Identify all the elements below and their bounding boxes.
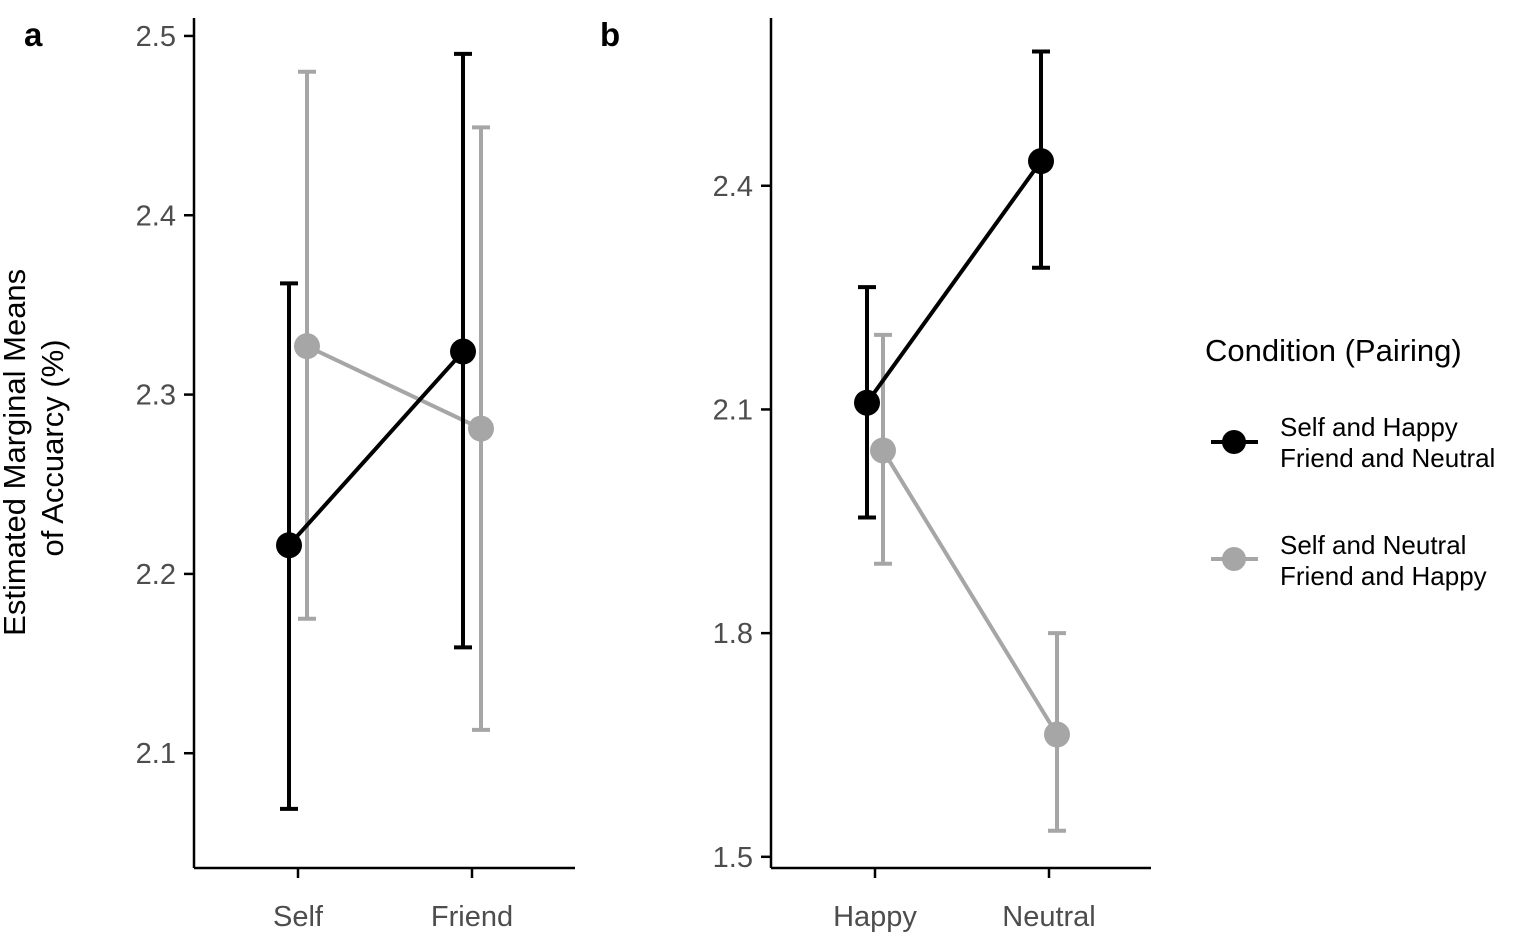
panel-b-line-series-2 <box>881 449 1059 736</box>
legend-label-1: Self and Happy Friend and Neutral <box>1280 412 1495 473</box>
panel-b-x-tick-label: Happy <box>833 901 917 933</box>
panel-b-point-series-1 <box>1028 148 1054 175</box>
panel-b-x-tick-label: Neutral <box>1002 901 1096 933</box>
legend: Condition (Pairing) Self and Happy Frien… <box>1205 333 1495 591</box>
panel-a-y-tick-label: 2.4 <box>136 200 176 232</box>
panel-b-point-series-2 <box>870 437 896 464</box>
panel-b-y-tick-label: 1.5 <box>713 842 753 874</box>
y-axis-label-line-2: of Accuarcy (%) <box>35 339 70 556</box>
y-axis-label: Estimated Marginal Means of Accuarcy (%) <box>0 260 70 636</box>
legend-key-point-1 <box>1222 430 1246 454</box>
panel-a-y-tick-label: 2.2 <box>136 559 176 591</box>
legend-key-point-2 <box>1222 547 1246 571</box>
panel-a-y-tick-label: 2.1 <box>136 738 176 770</box>
panel-b-tag: b <box>600 16 620 53</box>
panel-b-y-tick-label: 2.1 <box>713 394 753 426</box>
y-axis-label-line-1: Estimated Marginal Means <box>0 269 32 636</box>
panel-a-chart: 2.1 2.2 2.3 2.4 2.5 Self Friend <box>136 18 575 933</box>
panel-a-y-tick-label: 2.3 <box>136 380 176 412</box>
panel-b-line-series-1 <box>865 159 1043 404</box>
panel-a-point-series-2 <box>294 333 320 360</box>
panel-b-y-tick-label: 1.8 <box>713 618 753 650</box>
panel-b-chart: 1.5 1.8 2.1 2.4 Happy Neutral <box>713 18 1151 933</box>
legend-entry-1: Self and Happy Friend and Neutral <box>1211 412 1495 473</box>
legend-label-2: Self and Neutral Friend and Happy <box>1280 530 1487 591</box>
legend-label-2-line-2: Friend and Happy <box>1280 561 1487 591</box>
panel-a-point-series-1 <box>276 532 302 559</box>
legend-title: Condition (Pairing) <box>1205 333 1462 368</box>
panel-a-point-series-1 <box>450 338 476 365</box>
legend-label-1-line-1: Self and Happy <box>1280 412 1458 442</box>
legend-entry-2: Self and Neutral Friend and Happy <box>1211 530 1487 591</box>
panel-a-point-series-2 <box>468 415 494 442</box>
panel-a-line-series-2 <box>306 344 482 431</box>
panel-b-point-series-1 <box>854 389 880 416</box>
panel-a-x-tick-label: Self <box>273 901 324 933</box>
panel-a-x-tick-label: Friend <box>431 901 513 933</box>
legend-label-2-line-1: Self and Neutral <box>1280 530 1466 560</box>
panel-b-y-tick-label: 2.4 <box>713 171 753 203</box>
panel-a-line-series-1 <box>287 350 465 547</box>
panel-a-y-tick-label: 2.5 <box>136 21 176 53</box>
panel-a-tag: a <box>24 16 43 53</box>
panel-b-point-series-2 <box>1044 721 1070 748</box>
legend-label-1-line-2: Friend and Neutral <box>1280 443 1495 473</box>
